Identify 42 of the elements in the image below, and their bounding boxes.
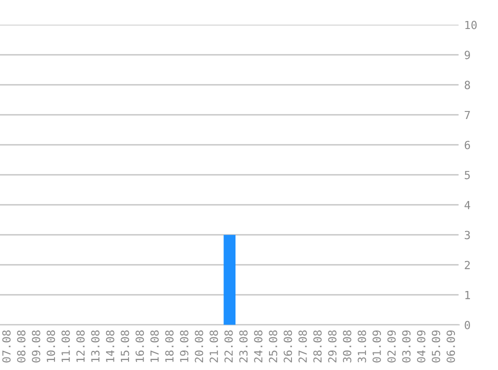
- x-tick-label: 11.08: [62, 330, 70, 362]
- x-tick-label: 28.08: [313, 330, 322, 362]
- x-tick-label: 16.08: [136, 330, 144, 362]
- x-tick-label: 21.08: [210, 330, 218, 362]
- x-tick-label: 08.08: [17, 330, 26, 362]
- x-tick-label: 25.08: [268, 330, 278, 362]
- y-tick-label: 2: [464, 260, 470, 270]
- y-tick-label: 4: [464, 200, 470, 210]
- y-tick-label: 0: [464, 320, 470, 330]
- x-tick-label: 03.09: [402, 330, 411, 362]
- x-tick-label: 07.08: [2, 330, 11, 362]
- x-tick-label: 13.08: [91, 330, 100, 362]
- y-tick-label: 3: [464, 230, 470, 240]
- x-tick-label: 18.08: [165, 330, 174, 362]
- y-tick-label: 8: [464, 80, 470, 90]
- x-tick-label: 27.08: [298, 330, 307, 362]
- x-tick-label: 01.09: [372, 330, 381, 362]
- y-tick-label: 10: [465, 20, 477, 30]
- x-tick-label: 26.08: [284, 330, 292, 362]
- x-tick-label: 30.08: [342, 330, 352, 362]
- x-tick-label: 23.08: [239, 330, 248, 362]
- y-tick-label: 6: [464, 140, 470, 150]
- y-tick-label: 7: [464, 110, 470, 120]
- x-tick-label: 20.08: [194, 330, 204, 362]
- y-tick-label: 5: [464, 170, 470, 180]
- x-tick-label: 17.08: [150, 330, 159, 362]
- x-tick-label: 02.09: [387, 330, 396, 362]
- y-tick-label: 1: [465, 291, 470, 300]
- x-tick-label: 19.08: [180, 330, 188, 362]
- x-tick-label: 15.08: [120, 330, 130, 362]
- y-tick-label: 9: [464, 50, 470, 60]
- x-tick-label: 31.08: [358, 330, 366, 362]
- x-tick-label: 14.08: [106, 330, 114, 362]
- x-tick-label: 09.08: [32, 330, 40, 362]
- x-tick-label: 05.09: [432, 330, 440, 362]
- x-tick-label: 10.08: [46, 330, 56, 362]
- x-tick-label: 29.08: [328, 330, 337, 362]
- x-tick-label: 24.08: [254, 330, 262, 362]
- x-tick-label: 04.09: [416, 330, 426, 362]
- x-tick-label: 12.08: [76, 330, 85, 362]
- x-tick-label: 06.09: [446, 330, 456, 362]
- x-tick-label: 22.08: [224, 330, 233, 362]
